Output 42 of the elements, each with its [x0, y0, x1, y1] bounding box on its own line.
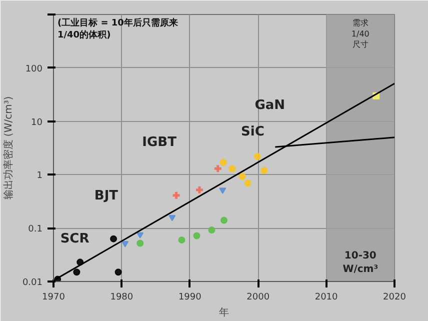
- annotation: IGBT: [142, 135, 177, 150]
- point: [220, 216, 228, 224]
- point: [238, 172, 246, 180]
- point: [178, 236, 186, 244]
- annotation: SiC: [241, 124, 264, 140]
- x-axis-title: 年: [219, 306, 229, 318]
- point: [136, 240, 144, 247]
- x-tick-label: 1990: [178, 292, 202, 302]
- y-axis-title: 输出功率密度 (W/cm³): [2, 96, 14, 200]
- y-tick-label: 100: [25, 64, 43, 74]
- x-tick-label: 1970: [42, 292, 66, 302]
- annotation: SCR: [60, 231, 90, 246]
- point: [193, 232, 200, 240]
- band-label: 需求 1/40 尺寸: [351, 18, 370, 50]
- annotation: BJT: [94, 188, 118, 204]
- point: [73, 268, 80, 276]
- annotation: (工业目标 = 10年后只需原来 1/40的体积): [58, 18, 178, 40]
- point: [114, 268, 122, 276]
- x-tick-label: 2020: [383, 292, 406, 302]
- point: [254, 152, 261, 160]
- point: [168, 214, 176, 222]
- point: [220, 158, 227, 166]
- y-tick-label: 0.01: [22, 278, 43, 288]
- point: [219, 188, 226, 194]
- y-tick-label: 1: [36, 171, 43, 182]
- point: [213, 164, 223, 174]
- point: [244, 179, 252, 186]
- x-tick-label: 1980: [110, 292, 134, 302]
- point: [122, 241, 129, 248]
- point: [194, 185, 204, 195]
- point: [172, 190, 182, 200]
- point: [228, 165, 236, 172]
- point: [208, 226, 216, 234]
- annotation: GaN: [254, 98, 286, 113]
- point: [136, 232, 144, 238]
- point: [110, 235, 118, 242]
- x-tick-label: 2010: [314, 292, 338, 302]
- y-tick-label: 0.1: [28, 224, 43, 235]
- point: [260, 166, 268, 174]
- x-tick-label: 2000: [246, 292, 270, 302]
- annotation: 10-30 W/cm³: [342, 250, 378, 275]
- y-tick-label: 10: [31, 118, 43, 128]
